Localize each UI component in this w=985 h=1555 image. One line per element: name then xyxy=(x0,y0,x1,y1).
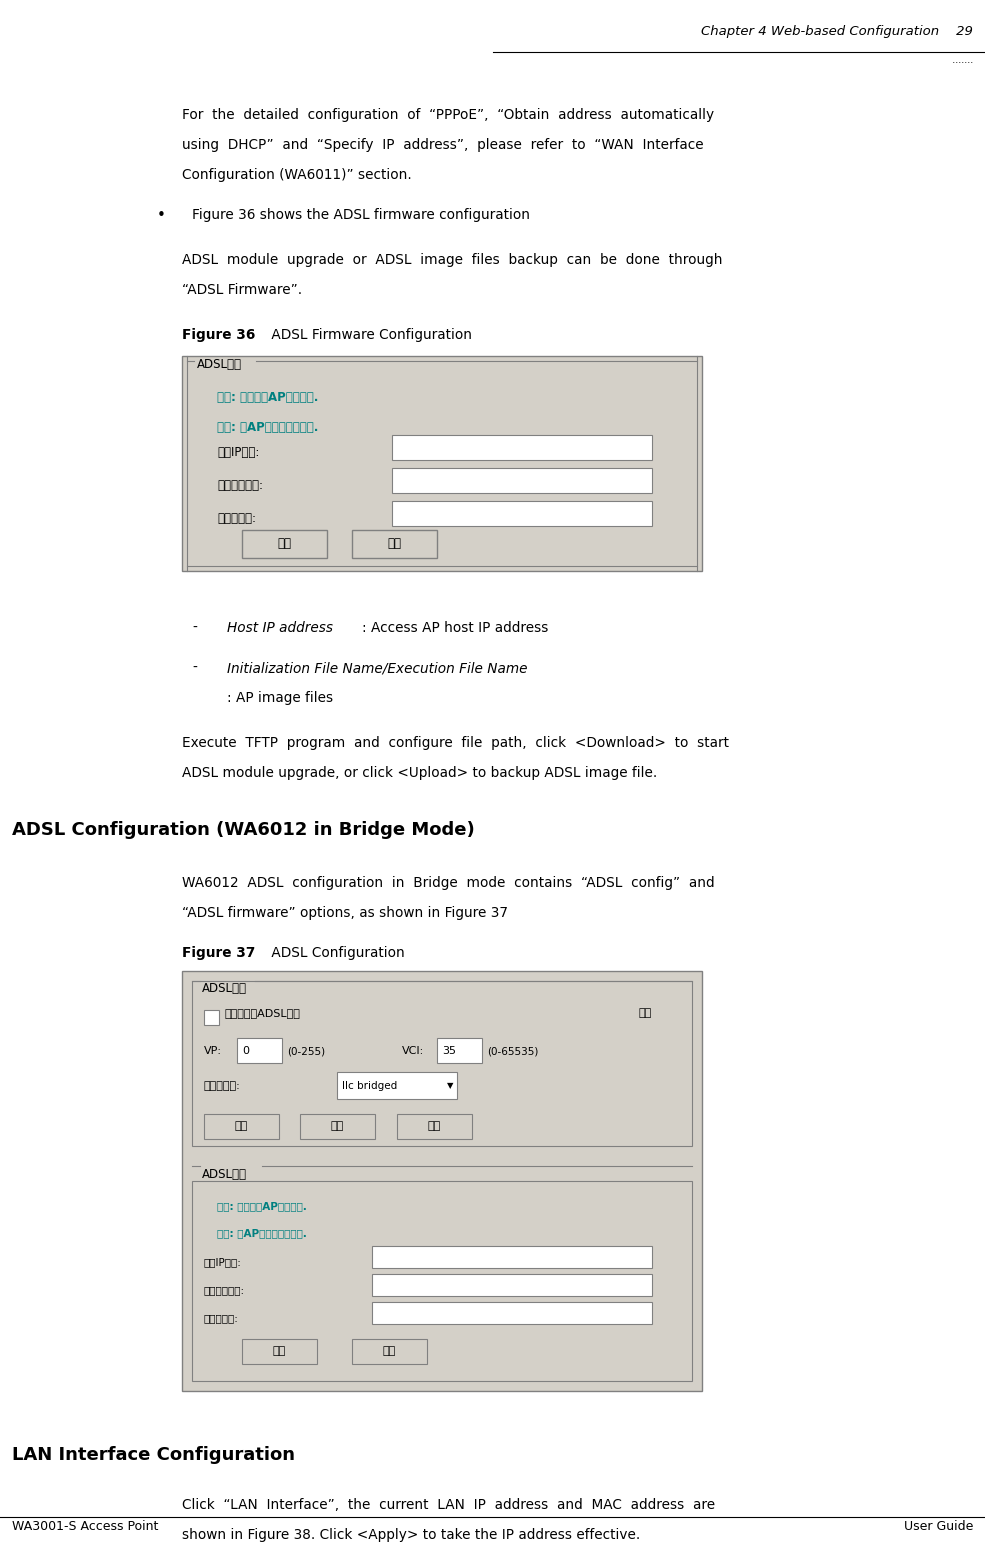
Text: VCI:: VCI: xyxy=(402,1047,425,1056)
Text: Execute  TFTP  program  and  configure  file  path,  click  <Download>  to  star: Execute TFTP program and configure file … xyxy=(182,736,729,750)
Text: For  the  detailed  configuration  of  “PPPoE”,  “Obtain  address  automatically: For the detailed configuration of “PPPoE… xyxy=(182,107,714,121)
Text: 35: 35 xyxy=(442,1047,456,1056)
Bar xyxy=(372,1246,652,1267)
Text: “ADSL Firmware”.: “ADSL Firmware”. xyxy=(182,283,302,297)
Text: 运行文件名:: 运行文件名: xyxy=(217,513,256,526)
Text: 应用: 应用 xyxy=(234,1121,248,1130)
FancyBboxPatch shape xyxy=(182,356,702,571)
FancyBboxPatch shape xyxy=(300,1113,375,1138)
Text: Initialization File Name/Execution File Name: Initialization File Name/Execution File … xyxy=(227,661,528,675)
Text: VP:: VP: xyxy=(204,1047,222,1056)
Text: 运行文件名:: 运行文件名: xyxy=(204,1312,239,1323)
FancyBboxPatch shape xyxy=(352,530,437,558)
Text: (0-255): (0-255) xyxy=(287,1047,325,1056)
Text: 默认: 默认 xyxy=(427,1121,441,1130)
Bar xyxy=(237,1039,282,1064)
Text: 删除: 删除 xyxy=(331,1121,344,1130)
Text: ADSL module upgrade, or click <Upload> to backup ADSL image file.: ADSL module upgrade, or click <Upload> t… xyxy=(182,767,657,781)
Bar xyxy=(372,1274,652,1295)
FancyBboxPatch shape xyxy=(352,1339,427,1364)
Text: •: • xyxy=(157,208,165,222)
Bar xyxy=(392,501,652,526)
Text: : Access AP host IP address: : Access AP host IP address xyxy=(362,620,549,634)
Text: 上载: 从AP到主机上载固件.: 上载: 从AP到主机上载固件. xyxy=(217,1228,307,1238)
Bar xyxy=(337,1071,457,1099)
Text: ▼: ▼ xyxy=(447,1081,453,1090)
Text: Figure 37: Figure 37 xyxy=(182,945,255,959)
FancyBboxPatch shape xyxy=(204,1113,279,1138)
Text: ADSL固件: ADSL固件 xyxy=(197,358,242,370)
Text: (0-65535): (0-65535) xyxy=(487,1047,539,1056)
Text: Figure 36 shows the ADSL firmware configuration: Figure 36 shows the ADSL firmware config… xyxy=(192,208,530,222)
Text: ·······: ······· xyxy=(946,58,973,68)
Text: 初始化文件名:: 初始化文件名: xyxy=(204,1284,245,1295)
FancyBboxPatch shape xyxy=(182,970,702,1392)
Text: 上载: 上载 xyxy=(387,538,402,550)
Text: Configuration (WA6011)” section.: Configuration (WA6011)” section. xyxy=(182,168,412,182)
Text: ADSL Configuration: ADSL Configuration xyxy=(267,945,405,959)
Text: 下载: 从主机到AP下载固件.: 下载: 从主机到AP下载固件. xyxy=(217,390,318,404)
Bar xyxy=(392,468,652,493)
Text: ADSL Configuration (WA6012 in Bridge Mode): ADSL Configuration (WA6012 in Bridge Mod… xyxy=(12,821,475,840)
Text: -: - xyxy=(192,661,197,675)
Text: 网路化方式:: 网路化方式: xyxy=(204,1081,240,1092)
Text: WA3001-S Access Point: WA3001-S Access Point xyxy=(12,1519,159,1533)
Text: 主机IP地址:: 主机IP地址: xyxy=(217,446,259,459)
Text: 下载: 下载 xyxy=(278,538,292,550)
Text: 重启时覆盖ADSL模块: 重启时覆盖ADSL模块 xyxy=(224,1008,299,1019)
FancyBboxPatch shape xyxy=(192,1180,692,1381)
Bar xyxy=(437,1039,482,1064)
Text: : AP image files: : AP image files xyxy=(227,690,333,704)
Bar xyxy=(204,1011,219,1025)
Text: WA6012  ADSL  configuration  in  Bridge  mode  contains  “ADSL  config”  and: WA6012 ADSL configuration in Bridge mode… xyxy=(182,875,715,889)
Text: 下载: 从主机到AP下载固件.: 下载: 从主机到AP下载固件. xyxy=(217,1200,307,1211)
Text: ADSL固件: ADSL固件 xyxy=(202,1168,247,1180)
Text: 上载: 上载 xyxy=(383,1347,396,1356)
Text: User Guide: User Guide xyxy=(903,1519,973,1533)
Bar xyxy=(372,1302,652,1323)
Text: 下载: 下载 xyxy=(273,1347,286,1356)
FancyBboxPatch shape xyxy=(397,1113,472,1138)
Text: Click  “LAN  Interface”,  the  current  LAN  IP  address  and  MAC  address  are: Click “LAN Interface”, the current LAN I… xyxy=(182,1497,715,1511)
Text: 主机IP地址:: 主机IP地址: xyxy=(204,1256,242,1267)
Text: 上载: 从AP到主机上载固件.: 上载: 从AP到主机上载固件. xyxy=(217,421,318,434)
Text: LAN Interface Configuration: LAN Interface Configuration xyxy=(12,1446,295,1463)
Text: llc bridged: llc bridged xyxy=(342,1081,397,1092)
Text: “ADSL firmware” options, as shown in Figure 37: “ADSL firmware” options, as shown in Fig… xyxy=(182,907,508,921)
FancyBboxPatch shape xyxy=(242,1339,317,1364)
Text: ADSL  module  upgrade  or  ADSL  image  files  backup  can  be  done  through: ADSL module upgrade or ADSL image files … xyxy=(182,253,723,267)
Text: Chapter 4 Web-based Configuration    29: Chapter 4 Web-based Configuration 29 xyxy=(701,25,973,37)
Text: 注意: 注意 xyxy=(638,1008,652,1019)
Text: ADSL Firmware Configuration: ADSL Firmware Configuration xyxy=(267,328,472,342)
Text: Host IP address: Host IP address xyxy=(227,620,333,634)
Text: 初始化文件名:: 初始化文件名: xyxy=(217,479,263,493)
FancyBboxPatch shape xyxy=(242,530,327,558)
Text: ADSL设置: ADSL设置 xyxy=(202,983,247,995)
Text: 0: 0 xyxy=(242,1047,249,1056)
Bar xyxy=(392,435,652,460)
FancyBboxPatch shape xyxy=(192,981,692,1146)
Text: -: - xyxy=(192,620,197,634)
Text: shown in Figure 38. Click <Apply> to take the IP address effective.: shown in Figure 38. Click <Apply> to tak… xyxy=(182,1529,640,1543)
Text: Figure 36: Figure 36 xyxy=(182,328,255,342)
Text: using  DHCP”  and  “Specify  IP  address”,  please  refer  to  “WAN  Interface: using DHCP” and “Specify IP address”, pl… xyxy=(182,138,703,152)
